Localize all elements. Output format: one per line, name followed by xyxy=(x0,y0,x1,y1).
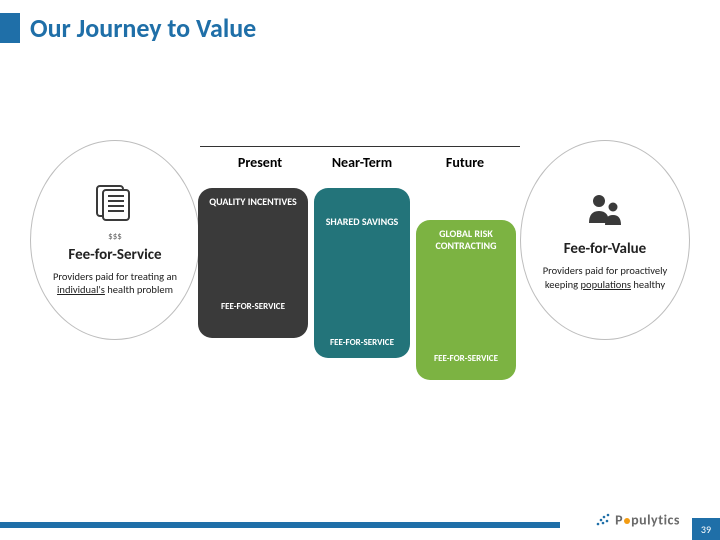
ellipse-left-subtitle: Providers paid for treating an individua… xyxy=(31,270,199,296)
ellipse-right-title: Fee-for-Value xyxy=(564,240,647,258)
pill-label: SHARED SAVINGS xyxy=(326,216,399,228)
slide-title: Our Journey to Value xyxy=(30,12,256,44)
icon-dollar-label: $$$ xyxy=(108,231,122,242)
ellipse-fee-for-service: $$$ Fee-for-Service Providers paid for t… xyxy=(30,140,200,340)
pill-label: QUALITY INCENTIVES xyxy=(209,196,297,208)
pill-global-risk: GLOBAL RISK CONTRACTING FEE-FOR-SERVICE xyxy=(416,220,516,380)
ellipse-fee-for-value: Fee-for-Value Providers paid for proacti… xyxy=(520,140,690,340)
pill-shared-savings: SHARED SAVINGS FEE-FOR-SERVICE xyxy=(314,188,410,358)
diagram: $$$ Fee-for-Service Providers paid for t… xyxy=(0,140,720,400)
column-header-near-term: Near-Term xyxy=(318,154,406,171)
ellipse-right-sub-post: healthy xyxy=(631,278,665,291)
ellipse-left-title: Fee-for-Service xyxy=(68,246,161,264)
ellipse-left-sub-pre: Providers paid for treating an xyxy=(53,270,177,283)
logo-dots-icon xyxy=(595,510,613,532)
page-number: 39 xyxy=(692,518,720,540)
title-accent-block xyxy=(0,13,20,43)
ellipse-left-sub-post: health problem xyxy=(105,283,173,296)
people-icon xyxy=(583,189,627,234)
pill-ffs-label: FEE-FOR-SERVICE xyxy=(314,337,410,348)
title-bar: Our Journey to Value xyxy=(0,0,720,44)
pill-ffs-label: FEE-FOR-SERVICE xyxy=(416,354,516,364)
column-header-future: Future xyxy=(420,154,510,171)
document-icon xyxy=(93,184,137,229)
logo: Ppulytics xyxy=(595,510,680,532)
logo-text: pulytics xyxy=(631,511,680,528)
ellipse-left-sub-underline: individual's xyxy=(57,283,105,296)
column-header-present: Present xyxy=(210,154,310,171)
pill-ffs-label: FEE-FOR-SERVICE xyxy=(198,301,308,312)
footer-accent-bar xyxy=(0,522,560,528)
ellipse-right-subtitle: Providers paid for proactively keeping p… xyxy=(521,264,689,290)
ellipse-right-sub-underline: populations xyxy=(581,278,631,291)
logo-orange-dot-icon xyxy=(624,518,630,524)
column-header-rule xyxy=(200,146,520,147)
pill-quality-incentives: QUALITY INCENTIVES FEE-FOR-SERVICE xyxy=(198,188,308,338)
pill-label: GLOBAL RISK CONTRACTING xyxy=(416,228,516,251)
